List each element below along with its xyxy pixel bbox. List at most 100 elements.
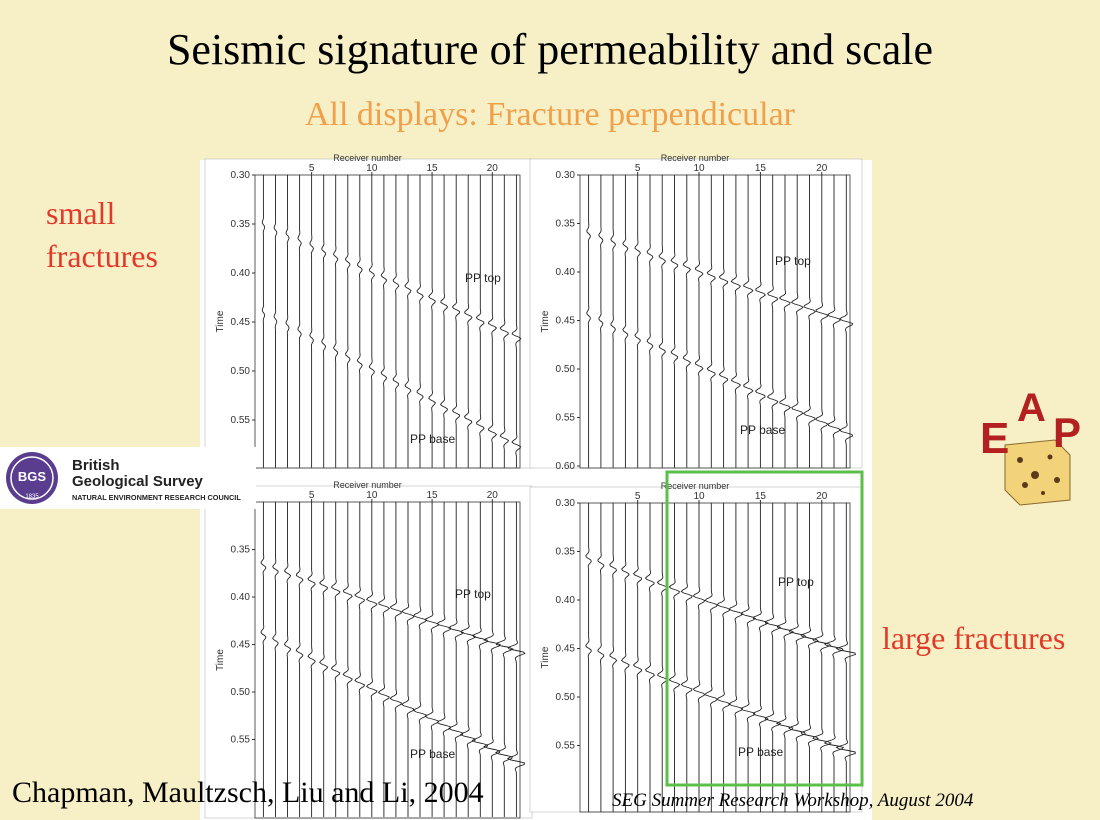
- x-tick-label: 20: [816, 491, 828, 502]
- trace: [459, 501, 477, 817]
- trace: [506, 501, 526, 817]
- panel-frame: [204, 485, 533, 819]
- y-tick-label: 0.55: [231, 735, 251, 746]
- trace: [766, 174, 779, 468]
- trace: [823, 502, 845, 812]
- x-tick-label: 10: [693, 163, 705, 174]
- y-axis-label: Time: [215, 310, 226, 332]
- y-tick-label: 0.30: [556, 498, 576, 509]
- trace: [704, 502, 719, 812]
- trace: [499, 174, 510, 468]
- event-label: PP top: [775, 254, 811, 268]
- x-tick-label: 10: [366, 490, 378, 501]
- trace: [463, 174, 473, 468]
- trace: [646, 174, 654, 468]
- trace: [494, 501, 514, 817]
- bgs-council: NATURAL ENVIRONMENT RESEARCH COUNCIL: [72, 493, 241, 502]
- trace: [815, 174, 829, 468]
- trace: [740, 502, 757, 812]
- trace: [670, 175, 679, 468]
- y-tick-label: 0.45: [231, 640, 251, 651]
- eap-letter: A: [1017, 386, 1046, 430]
- trace: [272, 501, 279, 817]
- trace: [812, 502, 832, 812]
- subtitle: All displays: Fracture perpendicular: [304, 96, 795, 133]
- eap-logo: E A P: [980, 386, 1081, 506]
- event-label: PP top: [465, 271, 501, 285]
- trace: [730, 174, 742, 468]
- x-tick-label: 5: [309, 490, 315, 501]
- trace: [610, 174, 616, 468]
- x-tick-label: 10: [366, 163, 378, 174]
- trace: [634, 174, 641, 468]
- eap-letter: P: [1053, 409, 1081, 456]
- y-tick-label: 0.45: [556, 316, 576, 327]
- x-axis-label: Receiver number: [333, 480, 402, 490]
- y-tick-label: 0.35: [231, 545, 251, 556]
- trace: [695, 174, 704, 468]
- trace: [621, 502, 630, 812]
- trace: [440, 174, 449, 468]
- trace: [319, 501, 329, 817]
- y-tick-label: 0.40: [231, 592, 251, 603]
- trace: [321, 174, 326, 468]
- y-tick-label: 0.35: [556, 547, 576, 558]
- bgs-logo-graphic: BGS 1835 British Geological Survey NATUR…: [6, 452, 241, 504]
- trace: [585, 502, 592, 812]
- trace: [586, 174, 591, 468]
- trace: [632, 502, 642, 812]
- trace: [261, 174, 266, 468]
- y-axis-label: Time: [215, 649, 226, 671]
- plot-box: [254, 501, 521, 819]
- trace: [775, 502, 795, 812]
- trace: [752, 502, 769, 812]
- trace: [706, 174, 716, 468]
- trace: [764, 502, 782, 812]
- x-axis-label: Receiver number: [661, 153, 730, 163]
- panel-frame: [529, 486, 863, 813]
- panel-frame: [529, 158, 863, 469]
- x-tick-label: 15: [427, 163, 439, 174]
- trace: [368, 174, 375, 468]
- seismic-panel: Receiver number 5 10 15 20 0.30 0.35 0.40 0.45 0.…: [204, 153, 533, 469]
- trace: [800, 503, 820, 812]
- trace: [436, 501, 452, 817]
- x-axis-label: Receiver number: [333, 153, 402, 163]
- event-label: PP top: [455, 587, 491, 601]
- event-label: PP base: [410, 432, 455, 446]
- trace: [412, 501, 428, 817]
- trace: [377, 501, 391, 817]
- x-tick-label: 10: [693, 491, 705, 502]
- trace: [342, 501, 353, 817]
- trace: [428, 174, 436, 468]
- y-tick-label: 0.30: [556, 170, 576, 181]
- y-tick-label: 0.55: [556, 741, 576, 752]
- y-tick-label: 0.30: [231, 170, 251, 181]
- trace: [283, 501, 292, 817]
- y-tick-label: 0.55: [231, 415, 251, 426]
- authors: Chapman, Maultzsch, Liu and Li, 2004: [12, 776, 484, 809]
- seismic-panel: Receiver number 5 10 15 20 0.30 0.35 0.40 0.45 0.…: [529, 481, 863, 813]
- y-tick-label: 0.50: [231, 366, 251, 377]
- trace: [475, 174, 485, 468]
- trace: [471, 501, 489, 817]
- trace: [835, 502, 857, 812]
- bgs-crest: [6, 452, 58, 504]
- x-tick-label: 5: [635, 163, 641, 174]
- trace: [658, 174, 666, 468]
- y-tick-label: 0.35: [556, 219, 576, 230]
- trace: [778, 174, 792, 468]
- y-tick-label: 0.40: [231, 268, 251, 279]
- plot-box: [579, 502, 851, 813]
- trace: [716, 502, 731, 812]
- x-tick-label: 5: [309, 163, 315, 174]
- trace: [297, 174, 302, 468]
- trace: [754, 174, 766, 468]
- trace: [392, 174, 400, 468]
- y-tick-label: 0.55: [556, 413, 576, 424]
- x-axis-label: Receiver number: [661, 481, 730, 491]
- y-axis-label: Time: [540, 310, 551, 332]
- event-label: PP base: [740, 423, 785, 437]
- trace: [802, 175, 817, 468]
- trace: [295, 501, 304, 817]
